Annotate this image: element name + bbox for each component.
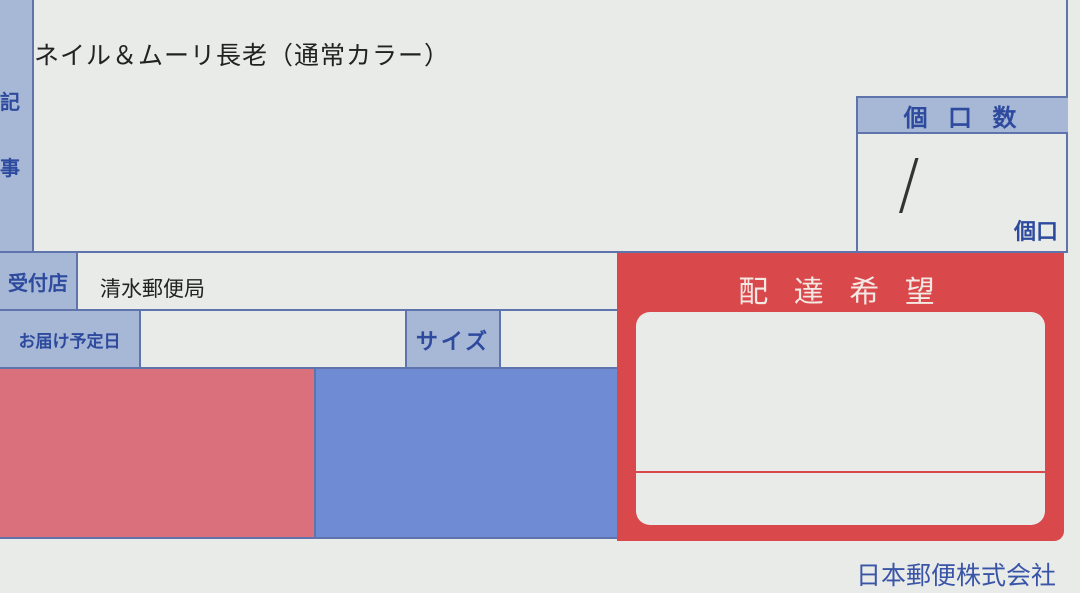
delivery-request-box: 配 達 希 望	[617, 253, 1064, 541]
remarks-bottom-border	[0, 251, 1068, 253]
row-divider-2	[0, 367, 617, 369]
package-count-box: 個 口 数 / 個口	[856, 96, 1068, 252]
delivery-date-label: お届け予定日	[0, 311, 141, 368]
delivery-request-divider	[636, 471, 1045, 473]
package-count-value: /	[898, 146, 920, 224]
delivery-date-field[interactable]	[141, 311, 405, 368]
row-divider	[0, 309, 617, 311]
pink-block	[0, 369, 316, 539]
package-count-header: 個 口 数	[858, 98, 1068, 134]
delivery-request-field[interactable]	[636, 312, 1045, 525]
package-count-unit: 個口	[1013, 220, 1058, 245]
company-name: 日本郵便株式会社	[855, 561, 1056, 590]
receiving-office-label: 受付店	[0, 253, 78, 310]
receiving-office-value: 清水郵便局	[100, 277, 205, 301]
remarks-label-column: 記 事	[0, 0, 32, 252]
size-label: サイズ	[405, 311, 501, 368]
blue-block	[316, 369, 617, 539]
delivery-request-title: 配 達 希 望	[738, 275, 943, 310]
remarks-column-border	[32, 0, 34, 252]
size-field[interactable]	[501, 311, 617, 368]
remarks-content: ネイル＆ムーリ長老（通常カラー）	[34, 41, 451, 70]
remarks-label-char-2: 事	[0, 156, 20, 180]
remarks-label-char-1: 記	[0, 90, 20, 114]
